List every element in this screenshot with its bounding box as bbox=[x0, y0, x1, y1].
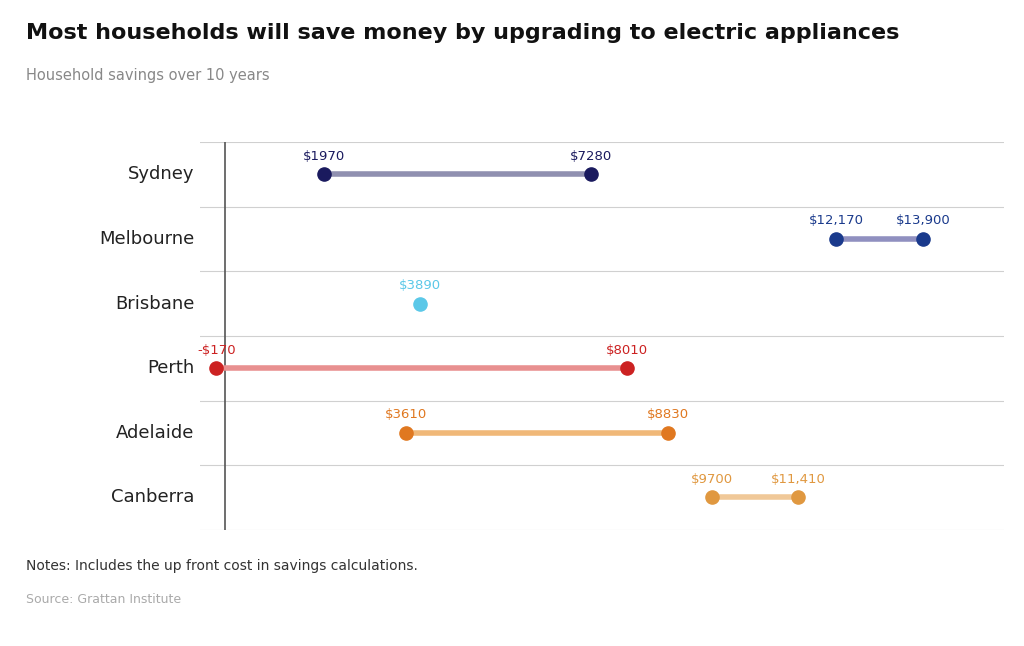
Point bbox=[620, 363, 636, 373]
Text: $3610: $3610 bbox=[385, 408, 427, 421]
Text: Adelaide: Adelaide bbox=[117, 424, 195, 442]
Text: Perth: Perth bbox=[147, 359, 195, 377]
Point bbox=[398, 428, 415, 438]
Text: Most households will save money by upgrading to electric appliances: Most households will save money by upgra… bbox=[26, 23, 899, 43]
Text: $7280: $7280 bbox=[569, 150, 611, 163]
Text: $8010: $8010 bbox=[606, 344, 648, 357]
Point bbox=[660, 428, 677, 438]
Text: -$170: -$170 bbox=[197, 344, 236, 357]
Point bbox=[412, 298, 428, 309]
Text: $13,900: $13,900 bbox=[896, 214, 950, 227]
Point bbox=[703, 492, 720, 503]
Text: Brisbane: Brisbane bbox=[116, 295, 195, 313]
Text: Canberra: Canberra bbox=[112, 488, 195, 506]
Text: $12,170: $12,170 bbox=[809, 214, 863, 227]
Text: $1970: $1970 bbox=[303, 150, 345, 163]
Text: $9700: $9700 bbox=[691, 473, 733, 486]
Text: Sydney: Sydney bbox=[128, 165, 195, 183]
Text: $3890: $3890 bbox=[399, 279, 441, 292]
Text: Notes: Includes the up front cost in savings calculations.: Notes: Includes the up front cost in sav… bbox=[26, 559, 418, 573]
Text: Source: Grattan Institute: Source: Grattan Institute bbox=[26, 593, 180, 606]
Point bbox=[915, 234, 932, 244]
Text: $8830: $8830 bbox=[647, 408, 689, 421]
Text: Household savings over 10 years: Household savings over 10 years bbox=[26, 68, 269, 83]
Point bbox=[208, 363, 224, 373]
Text: $11,410: $11,410 bbox=[771, 473, 825, 486]
Point bbox=[315, 169, 332, 180]
Point bbox=[790, 492, 806, 503]
Point bbox=[583, 169, 599, 180]
Text: Melbourne: Melbourne bbox=[99, 230, 195, 248]
Point bbox=[828, 234, 845, 244]
